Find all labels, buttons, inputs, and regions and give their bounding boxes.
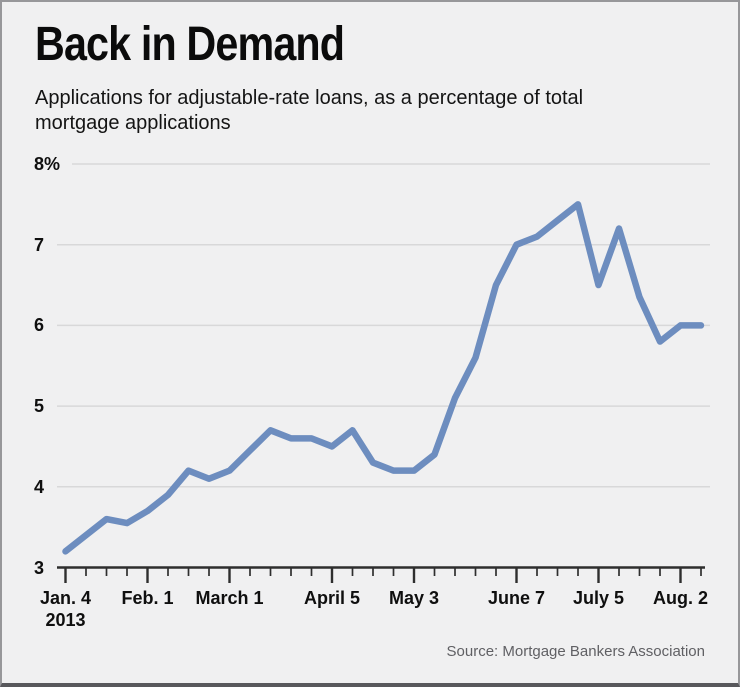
y-axis-label: 5: [34, 396, 45, 417]
x-axis-label: Feb. 1: [121, 588, 174, 608]
y-axis-label: 3: [34, 557, 45, 578]
y-axis-label: 4: [34, 476, 45, 497]
x-axis-sublabel: 2013: [45, 610, 86, 630]
x-axis-label: July 5: [572, 588, 625, 608]
y-axis-label: 6: [34, 315, 45, 336]
chart-title: Back in Demand: [35, 18, 345, 71]
x-axis-label: Aug. 2: [652, 588, 708, 608]
data-line: [62, 201, 705, 555]
chart-subtitle: Applications for adjustable-rate loans, …: [35, 87, 584, 134]
y-axis-label: 7: [34, 234, 45, 255]
y-axis-label: 8%: [34, 154, 61, 174]
x-axis-label: June 7: [487, 588, 546, 608]
x-axis-label: Jan. 4 2013: [16, 587, 116, 631]
x-axis-label: March 1: [195, 588, 264, 608]
source-note: Source: Mortgage Bankers Association: [446, 643, 705, 660]
x-axis-label: April 5: [303, 588, 360, 608]
x-axis-label: May 3: [388, 588, 440, 608]
